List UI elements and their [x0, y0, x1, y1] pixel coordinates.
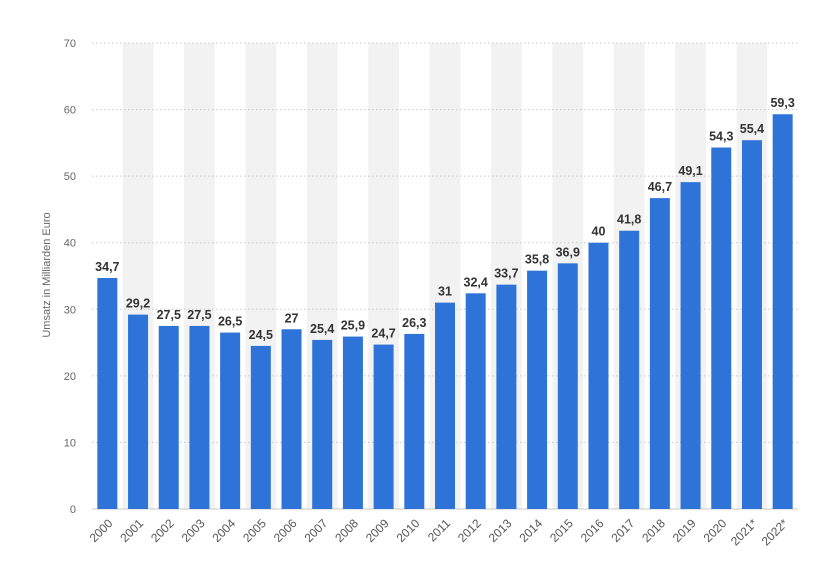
x-tick-label: 2020	[701, 516, 730, 545]
y-axis-ticks: 0 10 20 30 40 50 60 70	[64, 38, 76, 516]
x-tick-label: 2002	[148, 516, 177, 545]
x-tick-label: 2007	[302, 516, 331, 545]
data-label: 31	[438, 285, 452, 299]
data-label: 54,3	[709, 130, 733, 144]
bar[interactable]	[128, 314, 149, 509]
data-label: 35,8	[525, 253, 549, 267]
data-label: 59,3	[770, 96, 794, 110]
data-label: 29,2	[126, 297, 150, 311]
data-label: 27,5	[187, 308, 211, 322]
bar[interactable]	[312, 339, 333, 509]
bar[interactable]	[373, 344, 394, 509]
x-tick-label: 2014	[516, 516, 545, 545]
data-label: 26,3	[402, 316, 426, 330]
bar[interactable]	[772, 114, 793, 509]
bar[interactable]	[711, 147, 732, 509]
data-labels: 34,7 29,2 27,5 27,5 26,5 24,5 27 25,4 25,9 24,7 26…	[95, 96, 795, 342]
bar[interactable]	[465, 293, 486, 509]
bar[interactable]	[97, 277, 118, 509]
bar[interactable]	[527, 270, 548, 509]
data-label: 32,4	[464, 275, 488, 289]
x-tick-label: 2008	[332, 516, 361, 545]
x-tick-label: 2019	[670, 516, 699, 545]
data-label: 27,5	[157, 308, 181, 322]
bar[interactable]	[649, 198, 670, 509]
data-label: 40	[592, 225, 606, 239]
data-label: 41,8	[617, 213, 641, 227]
bar[interactable]	[435, 302, 455, 509]
x-tick-label: 2016	[578, 516, 607, 545]
y-axis-label: Umsatz in Milliarden Euro	[41, 212, 53, 337]
x-tick-label: 2015	[547, 516, 576, 545]
y-tick-label: 60	[64, 105, 76, 117]
x-tick-label: 2000	[87, 516, 116, 545]
bar[interactable]	[189, 325, 210, 509]
bar[interactable]	[158, 325, 179, 509]
bar[interactable]	[496, 284, 517, 509]
y-tick-label: 70	[64, 38, 76, 50]
x-tick-label: 2005	[240, 516, 269, 545]
bar[interactable]	[404, 333, 425, 509]
data-label: 24,5	[249, 328, 273, 342]
data-label: 33,7	[494, 267, 518, 281]
x-tick-label: 2013	[486, 516, 515, 545]
x-tick-label: 2011	[425, 516, 453, 544]
data-label: 25,4	[310, 322, 334, 336]
data-label: 24,7	[371, 327, 395, 341]
x-tick-label: 2010	[394, 516, 423, 545]
y-tick-label: 50	[64, 171, 76, 183]
x-tick-label: 2009	[363, 516, 392, 545]
bar[interactable]	[741, 140, 762, 510]
x-tick-label: 2004	[209, 516, 238, 545]
x-tick-label: 2012	[455, 516, 484, 545]
y-tick-label: 40	[64, 238, 76, 250]
data-label: 27	[285, 311, 299, 325]
x-tick-label: 2021*	[728, 516, 760, 548]
x-tick-label: 2022*	[759, 516, 791, 548]
data-label: 46,7	[648, 180, 672, 194]
bar[interactable]	[588, 242, 609, 509]
data-label: 26,5	[218, 315, 242, 329]
data-label: 34,7	[95, 260, 119, 274]
data-label: 55,4	[740, 122, 764, 136]
x-tick-label: 2001	[117, 516, 146, 545]
bar[interactable]	[281, 329, 302, 509]
x-tick-label: 2018	[639, 516, 668, 545]
bar[interactable]	[220, 332, 241, 509]
y-tick-label: 10	[64, 437, 76, 449]
x-tick-label: 2017	[609, 516, 638, 545]
bars	[97, 114, 793, 510]
data-label: 25,9	[341, 319, 365, 333]
x-tick-label: 2006	[271, 516, 300, 545]
bar[interactable]	[250, 345, 271, 509]
y-tick-label: 20	[64, 371, 76, 383]
y-tick-label: 30	[64, 304, 76, 316]
x-tick-label: 2003	[179, 516, 208, 545]
y-tick-label: 0	[70, 504, 76, 516]
x-axis-ticks: 2000 2001 2002 2003 2004 2005 2006 2007 2008 2009…	[87, 516, 791, 548]
bar[interactable]	[619, 230, 640, 509]
data-label: 49,1	[678, 164, 702, 178]
bar[interactable]	[557, 263, 578, 509]
data-label: 36,9	[556, 245, 580, 259]
bar[interactable]	[680, 182, 701, 510]
bar[interactable]	[342, 336, 363, 509]
